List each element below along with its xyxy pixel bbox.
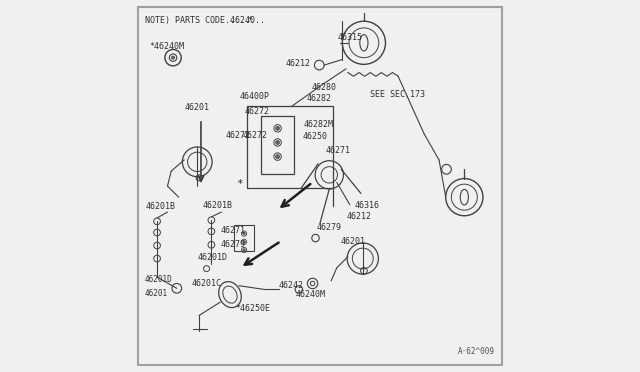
Circle shape bbox=[276, 126, 280, 130]
Text: 46250: 46250 bbox=[302, 132, 327, 141]
Text: 46272: 46272 bbox=[225, 131, 250, 140]
Text: 46279: 46279 bbox=[316, 223, 341, 232]
Text: ........: ........ bbox=[225, 16, 265, 25]
Text: 46212: 46212 bbox=[347, 212, 372, 221]
Text: 46201D: 46201D bbox=[198, 253, 228, 262]
Text: 46272: 46272 bbox=[243, 131, 268, 140]
Text: 46279: 46279 bbox=[220, 240, 245, 249]
Text: NOTE) PARTS CODE 46240: NOTE) PARTS CODE 46240 bbox=[145, 16, 255, 25]
Text: 46242: 46242 bbox=[278, 281, 303, 290]
Text: 46240M: 46240M bbox=[296, 290, 326, 299]
Text: 46316: 46316 bbox=[354, 201, 380, 210]
Text: 46271: 46271 bbox=[220, 226, 245, 235]
Text: 46201D: 46201D bbox=[145, 275, 172, 284]
Text: 46400P: 46400P bbox=[240, 92, 270, 101]
Text: *46250E: *46250E bbox=[235, 304, 270, 312]
Text: 46282: 46282 bbox=[307, 94, 332, 103]
Circle shape bbox=[172, 56, 175, 59]
Circle shape bbox=[243, 232, 245, 235]
Text: 46201: 46201 bbox=[145, 289, 168, 298]
Text: *: * bbox=[236, 179, 243, 189]
FancyBboxPatch shape bbox=[138, 7, 502, 365]
Circle shape bbox=[276, 141, 280, 144]
Text: 46271: 46271 bbox=[326, 146, 351, 155]
Circle shape bbox=[243, 241, 245, 243]
Text: *: * bbox=[248, 16, 252, 25]
Text: 46201: 46201 bbox=[184, 103, 209, 112]
Circle shape bbox=[243, 249, 245, 251]
Text: A·62^009: A·62^009 bbox=[458, 347, 495, 356]
Text: *46240M: *46240M bbox=[149, 42, 184, 51]
Text: 46315: 46315 bbox=[338, 33, 363, 42]
Text: 46201C: 46201C bbox=[191, 279, 221, 288]
Text: 46212: 46212 bbox=[286, 59, 311, 68]
Text: 46282M: 46282M bbox=[303, 120, 333, 129]
Text: 46201B: 46201B bbox=[145, 202, 175, 211]
Text: 46280: 46280 bbox=[312, 83, 337, 92]
Text: SEE SEC.173: SEE SEC.173 bbox=[370, 90, 425, 99]
Text: 46272: 46272 bbox=[245, 107, 270, 116]
Text: 46201B: 46201B bbox=[203, 201, 233, 210]
Text: 46201: 46201 bbox=[340, 237, 365, 246]
Circle shape bbox=[276, 155, 280, 158]
